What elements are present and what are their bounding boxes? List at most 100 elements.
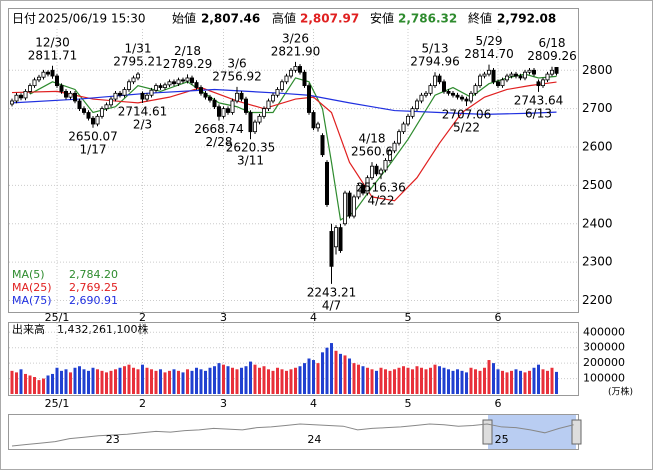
volume-bar [145,367,149,394]
volume-bar [51,373,54,394]
annotation-date: 2/3 [133,118,152,132]
candle-body [405,115,410,125]
candle-body [297,66,302,73]
annotation-value: 2707.06 [442,107,492,121]
annotation-date: 5/29 [476,34,503,48]
volume-bar [528,370,531,394]
candle-body [284,75,289,83]
y-tick-label: 2400 [582,216,613,230]
navigator-handle-right[interactable] [571,419,582,445]
candle-body [230,100,235,113]
annotation-date: 2/28 [206,135,233,149]
volume-bar [33,377,36,394]
volume-bar [186,369,189,394]
candle-body [401,123,406,133]
volume-bar [208,367,212,394]
volume-bar [474,369,477,394]
candle-body [162,84,167,88]
volume-bar [298,366,302,394]
volume-bar [118,367,122,394]
candle-body [423,92,428,96]
candle-body [509,73,514,77]
annotation-value: 2789.29 [163,57,213,71]
annotation-date: 5/13 [422,42,449,56]
candle-body [82,108,87,113]
candle-body [374,165,379,175]
candle-body [338,227,343,252]
candle-body [482,73,487,77]
ma-legend-name: MA(5) [12,268,45,281]
candle-body [167,81,172,86]
x-tick-label: 2 [139,397,146,410]
volume-bar [64,369,68,394]
candle-body [288,69,293,77]
volume-bar [262,366,266,394]
annotation-date: 4/7 [322,298,341,312]
volume-bar [532,367,536,394]
candle-body [252,121,257,133]
volume-bar [321,352,324,394]
candle-body [158,85,163,88]
candle-body [207,96,212,101]
x-tick-label: 6 [495,311,502,324]
candle-body [153,85,158,91]
volume-bar [46,375,50,394]
annotation-value: 2243.21 [307,285,357,299]
candle-body [270,94,275,102]
navigator-window[interactable] [488,415,576,449]
candle-body [100,108,105,117]
volume-bar [73,367,77,394]
annotation-date: 1/31 [125,42,152,56]
ma-legend-name: MA(25) [12,281,52,294]
candle-body [351,196,356,217]
open-label: 始値 [172,11,196,26]
candle-body [266,100,271,110]
volume-bar [285,370,288,394]
annotation-value: 2516.36 [356,181,406,195]
volume-bar [127,364,131,394]
candle-body [459,96,464,100]
volume-bar [429,367,432,394]
candle-body [464,98,469,102]
volume-tick-label: 200000 [583,356,625,369]
candle-body [18,94,23,99]
volume-bar [15,372,18,394]
date-label: 日付 [12,12,36,26]
candle-body [41,71,46,78]
candle-body [477,75,482,87]
open-value: 2,807.46 [201,12,260,26]
navigator-handle-left[interactable] [482,419,493,445]
volume-bar [379,367,383,394]
candle-body [437,75,442,83]
volume-bar [10,370,14,394]
annotation-date: 4/22 [368,194,395,208]
x-tick-label: 3 [220,311,227,324]
candle-body [32,79,37,87]
candle-body [77,100,82,110]
annotation-date: 5/22 [453,120,480,134]
candle-body [118,92,123,96]
candle-body [68,92,73,98]
candle-body [441,81,446,92]
volume-bar [123,366,126,394]
volume-bar [217,363,221,394]
annotation-value: 2794.96 [410,55,460,69]
volume-bar [334,350,338,394]
candle-body [527,69,532,73]
candle-body [95,115,100,125]
candle-body [91,117,96,125]
volume-bar [523,372,527,394]
candle-body [518,75,523,79]
annotation-value: 2756.92 [212,69,262,83]
volume-tick-label: 100000 [583,372,625,385]
candle-body [387,150,392,161]
candle-body [383,160,388,171]
candle-body [311,112,316,129]
volume-bar [177,370,180,394]
volume-bar [253,364,257,394]
volume-bar [235,369,239,394]
candle-body [504,75,509,81]
volume-bar [141,364,144,394]
volume-bar [100,370,104,394]
volume-bar [478,370,482,394]
